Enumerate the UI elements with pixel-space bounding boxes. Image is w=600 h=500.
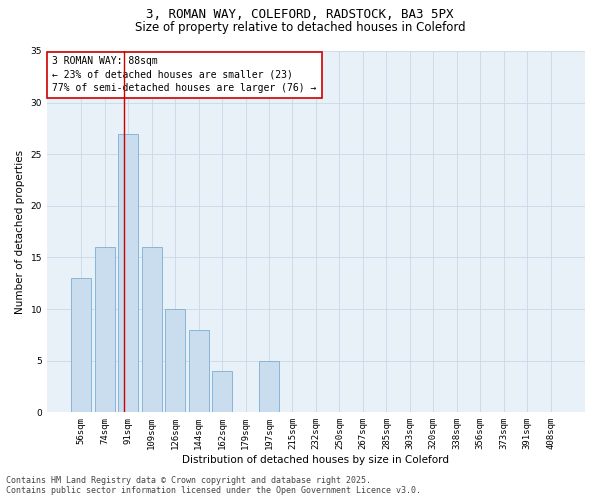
Bar <box>118 134 138 412</box>
Text: 3, ROMAN WAY, COLEFORD, RADSTOCK, BA3 5PX: 3, ROMAN WAY, COLEFORD, RADSTOCK, BA3 5P… <box>146 8 454 20</box>
Bar <box>188 330 209 412</box>
Bar <box>259 360 279 412</box>
Y-axis label: Number of detached properties: Number of detached properties <box>15 150 25 314</box>
X-axis label: Distribution of detached houses by size in Coleford: Distribution of detached houses by size … <box>182 455 449 465</box>
Bar <box>95 247 115 412</box>
Bar <box>165 309 185 412</box>
Bar <box>142 247 162 412</box>
Text: Size of property relative to detached houses in Coleford: Size of property relative to detached ho… <box>134 21 466 34</box>
Text: Contains HM Land Registry data © Crown copyright and database right 2025.
Contai: Contains HM Land Registry data © Crown c… <box>6 476 421 495</box>
Bar <box>71 278 91 412</box>
Text: 3 ROMAN WAY: 88sqm
← 23% of detached houses are smaller (23)
77% of semi-detache: 3 ROMAN WAY: 88sqm ← 23% of detached hou… <box>52 56 317 93</box>
Bar <box>212 371 232 412</box>
